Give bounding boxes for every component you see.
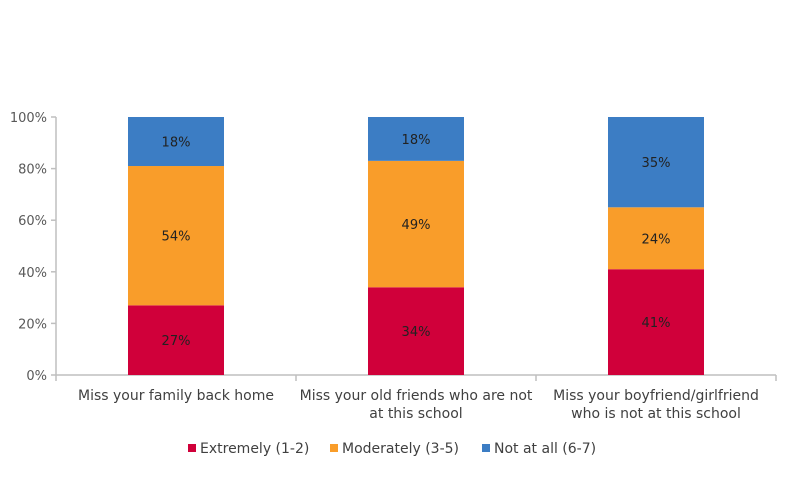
y-tick-label: 80% [18, 163, 47, 178]
legend-swatch [330, 444, 338, 452]
x-category-label: at this school [369, 406, 462, 422]
bar-segment [128, 117, 224, 167]
bar-segment [608, 269, 704, 375]
data-label: 27% [162, 334, 191, 349]
legend-label: Not at all (6-7) [494, 441, 596, 457]
bar-segment [608, 117, 704, 208]
bar-segment [128, 305, 224, 375]
data-label: 18% [402, 133, 431, 148]
data-label: 18% [162, 136, 191, 151]
data-label: 49% [402, 218, 431, 233]
data-label: 24% [642, 232, 671, 247]
y-tick-label: 100% [10, 111, 47, 126]
legend-label: Extremely (1-2) [200, 441, 309, 457]
data-label: 35% [642, 156, 671, 171]
y-tick-label: 0% [26, 369, 47, 384]
x-category-label: Miss your family back home [78, 388, 274, 404]
bar-segment [368, 287, 464, 375]
data-label: 54% [162, 230, 191, 245]
y-tick-label: 60% [18, 214, 47, 229]
legend-swatch [482, 444, 490, 452]
bar-segment [608, 207, 704, 270]
legend-swatch [188, 444, 196, 452]
data-label: 41% [642, 316, 671, 331]
y-tick-label: 20% [18, 317, 47, 332]
y-tick-label: 40% [18, 266, 47, 281]
x-category-label: Miss your boyfriend/girlfriend [553, 388, 759, 404]
bar-segment [368, 160, 464, 288]
bar-segment [128, 166, 224, 306]
bar-segment [368, 117, 464, 161]
x-category-label: who is not at this school [571, 406, 741, 422]
data-label: 34% [402, 325, 431, 340]
x-category-label: Miss your old friends who are not [300, 388, 533, 404]
legend-label: Moderately (3-5) [342, 441, 459, 457]
